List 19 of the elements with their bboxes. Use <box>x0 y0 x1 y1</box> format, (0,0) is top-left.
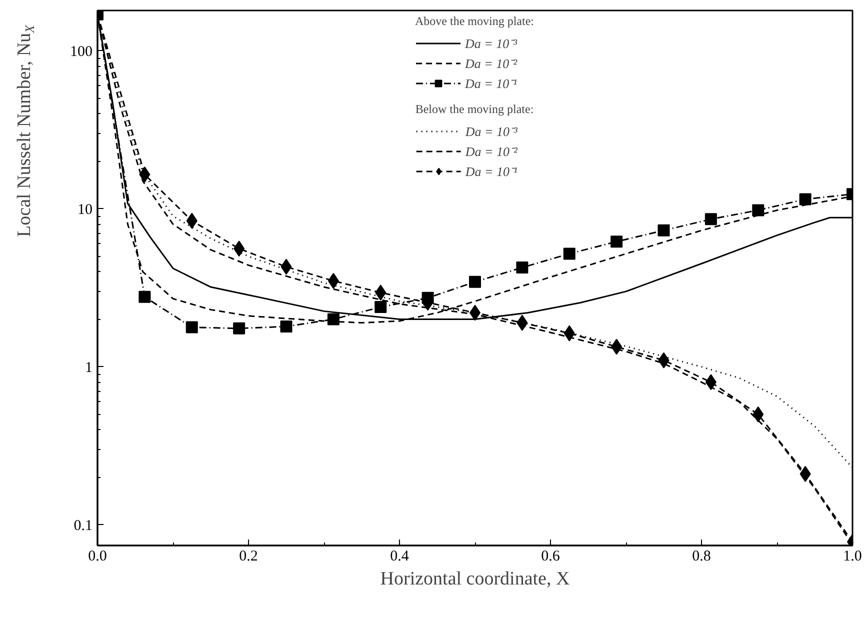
annotation: Below the moving plate: <box>415 102 534 117</box>
legend-label: Da = 10⁻³ <box>465 123 518 140</box>
legend-label: Da = 10⁻¹ <box>465 163 518 180</box>
y-tick-label: 0.1 <box>74 518 92 534</box>
x-tick-label: 0.6 <box>541 548 560 564</box>
x-axis-title: Horizontal coordinate, X <box>380 568 570 590</box>
y-tick-label: 1 <box>85 360 92 376</box>
legend-label: Da = 10⁻³ <box>465 35 518 52</box>
y-tick-label: 10 <box>78 202 92 218</box>
x-tick-label: 0.4 <box>390 548 410 564</box>
x-tick-label: 0.8 <box>692 548 711 564</box>
legend-label: Da = 10⁻² <box>465 143 518 160</box>
x-tick-label: 0.0 <box>88 548 107 564</box>
legend-label: Da = 10⁻¹ <box>465 75 518 92</box>
x-tick-label: 1.0 <box>843 548 862 564</box>
y-tick-label: 100 <box>70 44 92 60</box>
legend-title: Above the moving plate: <box>415 14 534 29</box>
x-tick-label: 0.2 <box>239 548 258 564</box>
legend-label: Da = 10⁻² <box>465 55 518 72</box>
